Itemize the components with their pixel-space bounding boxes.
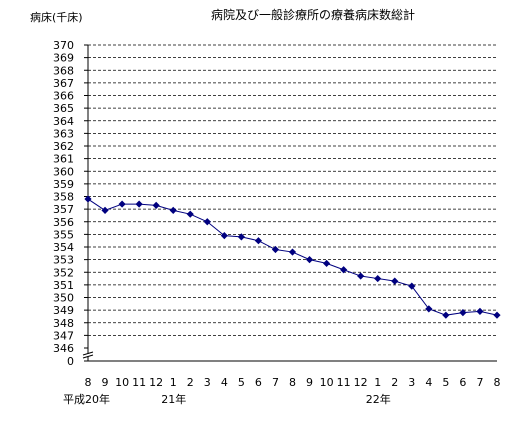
y-tick-label: 362 <box>53 140 74 153</box>
data-point <box>237 233 245 241</box>
y-tick-label: 361 <box>53 153 74 166</box>
x-tick-label: 6 <box>255 376 262 389</box>
y-tick-label-zero: 0 <box>67 355 74 368</box>
y-tick-label: 359 <box>53 178 74 191</box>
year-labels: 平成20年 21年 22年 <box>63 392 391 406</box>
y-tick-label: 369 <box>53 52 74 65</box>
x-tick-label: 11 <box>337 376 351 389</box>
axis-break-mark <box>82 354 94 359</box>
y-tick-labels: 3463473483493503513523533543553563573583… <box>53 39 74 368</box>
data-point <box>322 259 331 268</box>
x-tick-labels: 8 9 10 11 12 1 2 3 4 5 6 7 8 9 10 11 12 1 2 3 4 5 6 7 8 <box>85 376 501 389</box>
y-tick-label: 357 <box>53 203 74 216</box>
y-tick-label: 364 <box>53 115 74 128</box>
y-tick-label: 366 <box>53 90 74 103</box>
x-tick-label: 12 <box>149 376 163 389</box>
year-label: 平成20年 <box>63 392 110 406</box>
x-tick-label: 2 <box>187 376 194 389</box>
data-point <box>340 266 348 274</box>
data-point <box>84 195 92 203</box>
data-point <box>220 232 228 240</box>
x-tick-label: 8 <box>85 376 92 389</box>
y-tick-label: 348 <box>53 317 74 330</box>
y-tick-label: 352 <box>53 266 74 279</box>
x-tick-label: 9 <box>102 376 109 389</box>
data-point <box>135 200 143 208</box>
x-tick-label: 5 <box>238 376 245 389</box>
y-tick-label: 358 <box>53 191 74 204</box>
x-tick-label: 5 <box>442 376 449 389</box>
data-point <box>101 206 109 214</box>
data-point <box>408 282 416 290</box>
y-tick-label: 349 <box>53 304 74 317</box>
data-point <box>442 311 450 319</box>
y-tick-label: 367 <box>53 77 74 90</box>
series <box>84 195 501 319</box>
data-point <box>118 200 126 208</box>
data-point <box>169 206 177 214</box>
year-label: 21年 <box>161 392 186 406</box>
x-tick-label: 8 <box>494 376 501 389</box>
y-tick-label: 355 <box>53 228 74 241</box>
y-tick-label: 346 <box>53 342 74 355</box>
data-point <box>186 210 194 218</box>
x-tick-label: 2 <box>391 376 398 389</box>
axes <box>82 44 497 362</box>
y-tick-label: 350 <box>53 292 74 305</box>
data-point <box>459 309 467 317</box>
x-tick-label: 8 <box>289 376 296 389</box>
data-point <box>493 311 501 319</box>
x-tick-label: 6 <box>459 376 466 389</box>
data-point <box>288 248 297 256</box>
data-point <box>425 305 433 313</box>
year-label: 22年 <box>366 392 391 406</box>
y-tick-label: 363 <box>53 127 74 140</box>
data-point <box>271 245 280 254</box>
x-tick-label: 1 <box>170 376 177 389</box>
gridlines <box>88 44 497 336</box>
x-tick-label: 3 <box>204 376 211 389</box>
data-point <box>476 307 484 315</box>
x-tick-label: 4 <box>221 376 228 389</box>
x-tick-label: 7 <box>476 376 483 389</box>
data-point <box>357 272 365 280</box>
x-tick-label: 10 <box>320 376 334 389</box>
data-point <box>374 274 382 283</box>
y-tick-label: 370 <box>53 39 74 52</box>
x-tick-label: 7 <box>272 376 279 389</box>
y-tick-label: 365 <box>53 102 74 115</box>
data-point <box>305 256 314 264</box>
x-tick-label: 4 <box>425 376 432 389</box>
y-tick-label: 353 <box>53 254 74 267</box>
axis-break-mark <box>82 351 94 356</box>
data-point <box>152 201 160 209</box>
x-tick-label: 10 <box>115 376 129 389</box>
data-point <box>254 237 263 245</box>
y-tick-label: 347 <box>53 329 74 342</box>
y-tick-label: 356 <box>53 216 74 229</box>
x-tick-label: 11 <box>132 376 146 389</box>
chart-title: 病院及び一般診療所の療養病床数総計 <box>211 7 415 22</box>
y-tick-label: 368 <box>53 64 74 77</box>
x-tick-label: 1 <box>374 376 381 389</box>
y-axis-label: 病床(千床) <box>30 10 83 24</box>
x-tick-label: 9 <box>306 376 313 389</box>
data-point <box>203 218 211 226</box>
data-point <box>391 277 399 285</box>
x-tick-label: 12 <box>354 376 368 389</box>
y-tick-label: 351 <box>53 279 74 292</box>
x-tick-label: 3 <box>408 376 415 389</box>
y-tick-label: 360 <box>53 165 74 178</box>
y-tick-label: 354 <box>53 241 74 254</box>
